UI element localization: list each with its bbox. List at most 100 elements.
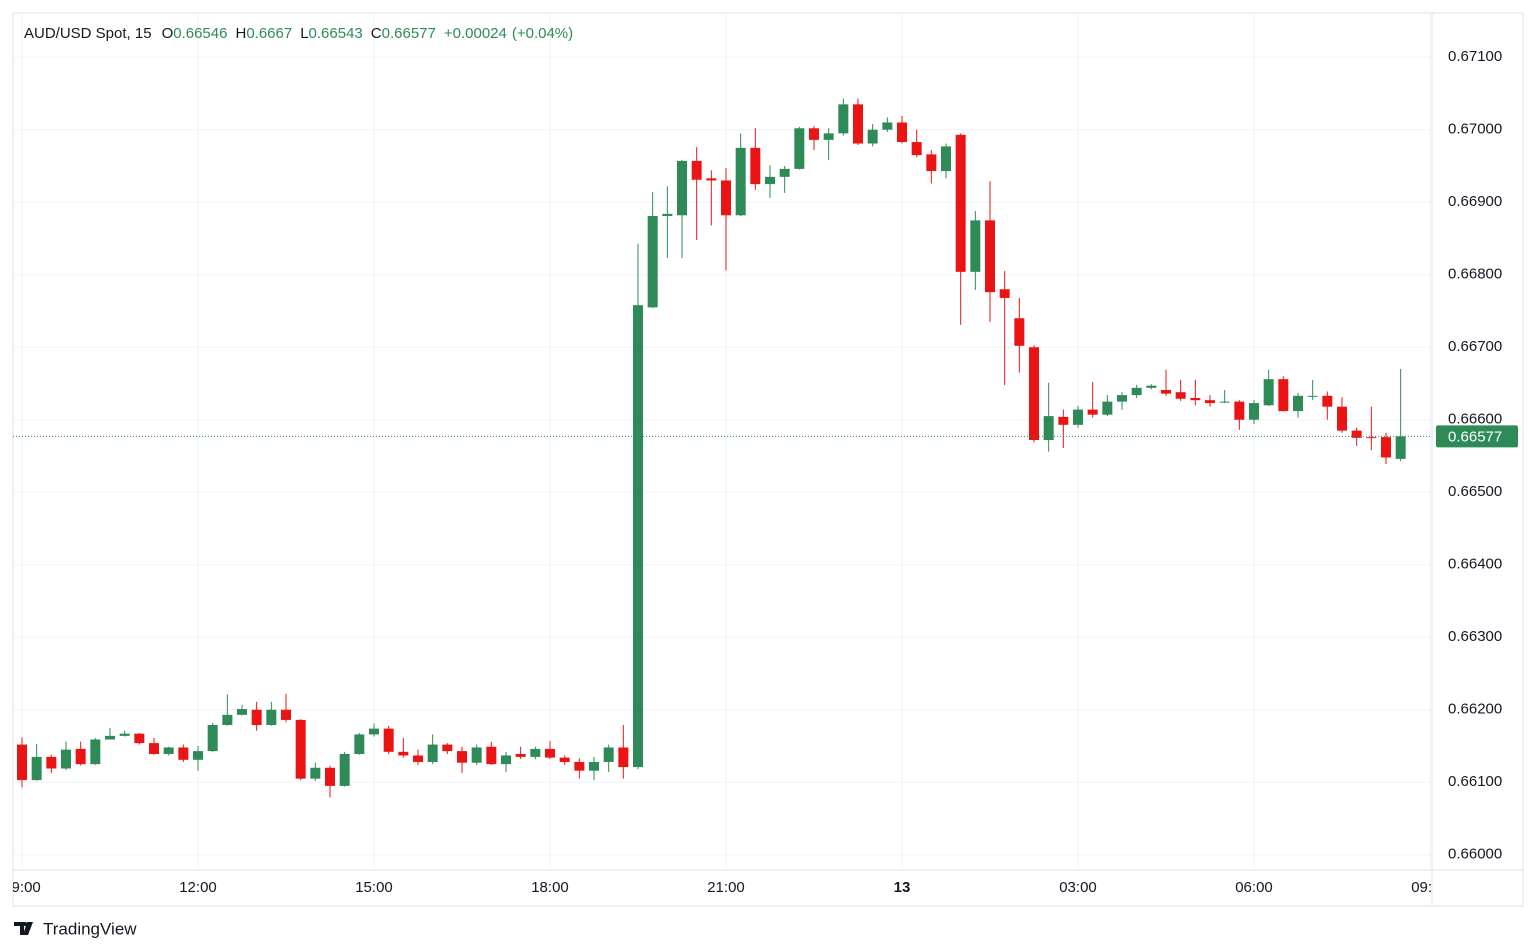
candle-body	[501, 755, 511, 765]
candle-body	[325, 767, 335, 786]
candle-body	[1131, 387, 1142, 396]
candle-body	[1278, 379, 1289, 412]
legend-header: AUD/USD Spot, 15 O 0.66546 H 0.6667 L 0.66543…	[24, 25, 573, 42]
candle-body	[662, 213, 673, 217]
candle-body	[1219, 401, 1230, 403]
candle-body	[1205, 400, 1215, 404]
ohlc-value: 0.66543	[309, 25, 363, 42]
candle-body	[1102, 401, 1113, 415]
candle-body	[589, 761, 599, 771]
y-tick-label: 0.67100	[1448, 48, 1502, 65]
last-price-tag	[1436, 425, 1518, 448]
candle-body	[105, 735, 115, 740]
candle-body	[251, 709, 262, 725]
ohlc-label: C	[371, 25, 382, 42]
candle-body	[134, 733, 145, 744]
candle-body	[809, 128, 819, 140]
candle-body	[853, 104, 863, 144]
candle-body	[1234, 401, 1245, 420]
x-tick-label: 06:00	[1235, 879, 1273, 896]
ohlc-label: L	[300, 25, 308, 42]
candle-body	[354, 734, 365, 754]
candle-body	[1161, 390, 1171, 394]
candle-body	[119, 733, 130, 736]
x-tick-label: 18:00	[531, 879, 569, 896]
candle-body	[17, 744, 27, 781]
candle-body	[281, 709, 291, 720]
candle-body	[545, 748, 555, 758]
candle-body	[207, 724, 218, 752]
x-tick-label: 13	[894, 879, 911, 896]
candle-body	[413, 755, 423, 762]
candles	[13, 98, 1432, 798]
candle-body	[1293, 395, 1303, 412]
candle-body	[1117, 395, 1127, 402]
candle-body	[941, 146, 951, 172]
candle-body	[1175, 392, 1186, 399]
y-tick-label: 0.66800	[1448, 266, 1502, 283]
candle-body	[471, 747, 482, 763]
candle-body	[970, 220, 981, 272]
candle-body	[339, 753, 350, 786]
candle-body	[369, 728, 379, 735]
candle-body	[515, 753, 526, 757]
candle-body	[574, 761, 585, 771]
candle-body	[633, 305, 643, 768]
panel-frame	[12, 12, 1524, 907]
candle-body	[618, 747, 629, 768]
x-tick-label: 21:00	[707, 879, 745, 896]
brand-logo: TradingView	[14, 919, 137, 938]
candle-body	[691, 160, 702, 180]
candle-body	[559, 757, 570, 762]
y-tick-label: 0.66500	[1448, 483, 1502, 500]
candle-body	[750, 147, 761, 185]
ohlc-value: 0.66577	[382, 25, 436, 42]
candle-body	[706, 178, 717, 181]
candle-body	[735, 147, 746, 216]
candle-body	[721, 180, 731, 216]
time-axis: 09:00 12:00 15:00 18:00 21:00 13 03:00 06:00 09:…	[3, 879, 1432, 896]
candle-body	[1307, 395, 1318, 397]
candle-body	[149, 743, 159, 754]
candle-body	[1366, 437, 1377, 439]
candle-body	[603, 747, 614, 762]
candle-body	[1381, 437, 1391, 458]
y-tick-label: 0.66900	[1448, 193, 1502, 210]
ohlc-value: 0.66546	[173, 25, 227, 42]
ohlc-label: H	[235, 25, 246, 42]
ohlc-label: O	[162, 25, 174, 42]
candle-body	[779, 168, 790, 177]
grid	[13, 13, 1432, 870]
candle-body	[90, 739, 101, 765]
candle-body	[1249, 403, 1259, 420]
x-tick-label: 09:00	[3, 879, 41, 896]
change-value: +0.00024	[444, 25, 507, 42]
candle-body	[1058, 416, 1069, 425]
candle-body	[486, 746, 497, 765]
candle-body	[897, 122, 907, 143]
y-tick-label: 0.66100	[1448, 773, 1502, 790]
candle-body	[1029, 347, 1039, 441]
candle-body	[999, 289, 1010, 298]
candle-body	[442, 744, 453, 752]
candle-body	[46, 756, 57, 769]
candle-body	[178, 747, 189, 760]
y-tick-label: 0.66300	[1448, 628, 1502, 645]
candle-body	[911, 142, 922, 156]
candle-body	[457, 751, 467, 763]
y-tick-label: 0.66200	[1448, 701, 1502, 718]
last-price-label: 0.66577	[1448, 428, 1502, 445]
x-tick-label: 03:00	[1059, 879, 1097, 896]
change-percent: (+0.04%)	[512, 25, 573, 42]
candle-body	[193, 751, 203, 760]
y-tick-label: 0.67000	[1448, 121, 1502, 138]
candle-body	[295, 719, 306, 779]
candle-body	[237, 709, 247, 715]
candle-body	[1190, 397, 1201, 401]
candle-body	[31, 756, 42, 781]
candle-body	[1337, 406, 1347, 431]
candle-body	[1043, 416, 1054, 441]
x-tick-label: 15:00	[355, 879, 393, 896]
ohlc-value: 0.6667	[246, 25, 292, 42]
